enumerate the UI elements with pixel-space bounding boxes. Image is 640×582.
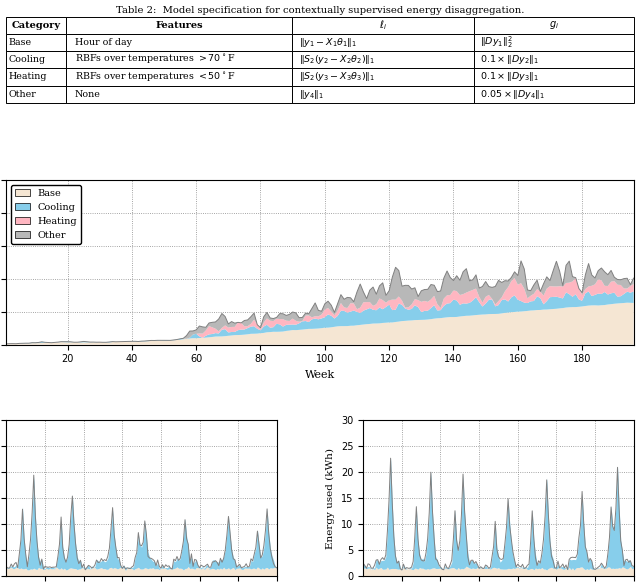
Text: Table 2:  Model specification for contextually supervised energy disaggregation.: Table 2: Model specification for context…	[116, 6, 524, 15]
Y-axis label: Energy used (kWh): Energy used (kWh)	[326, 448, 335, 549]
X-axis label: Week: Week	[305, 370, 335, 380]
Legend: Base, Cooling, Heating, Other: Base, Cooling, Heating, Other	[12, 185, 81, 244]
